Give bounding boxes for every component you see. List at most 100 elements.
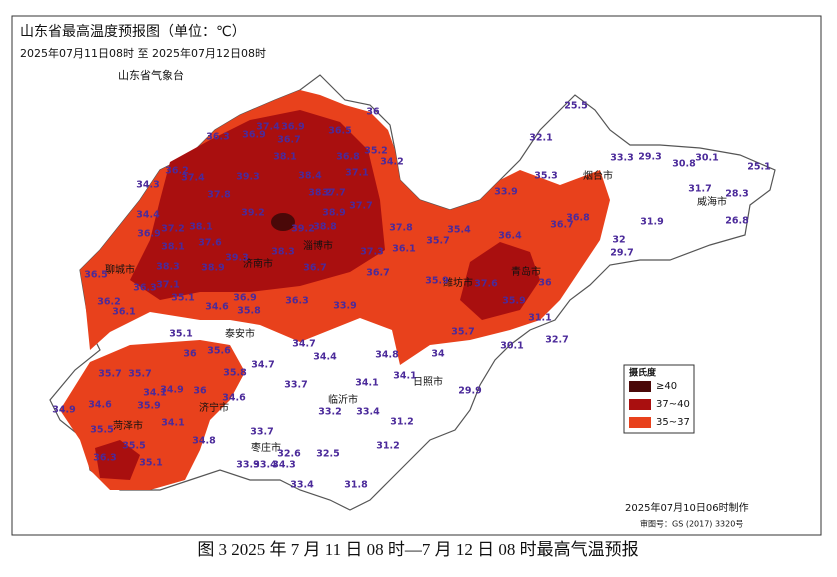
- station-value: 34.9: [160, 385, 183, 396]
- station-value: 38.2: [308, 188, 331, 199]
- station-value: 33.2: [318, 407, 341, 418]
- station-value: 35.6: [207, 346, 231, 357]
- station-value: 33.7: [284, 380, 307, 391]
- station-value: 32.1: [529, 133, 552, 144]
- city-label: 济南市: [243, 257, 273, 270]
- station-value: 35.7: [426, 236, 449, 247]
- station-value: 35.8: [237, 306, 261, 317]
- station-value: 37.6: [474, 279, 498, 290]
- zone-37-40: [130, 110, 385, 300]
- city-label: 烟台市: [583, 169, 613, 182]
- station-value: 38.1: [189, 222, 212, 233]
- station-value: 35.1: [171, 293, 194, 304]
- caption: 图 3 2025 年 7 月 11 日 08 时—7 月 12 日 08 时最高…: [197, 540, 638, 559]
- legend-label: ≥40: [656, 381, 677, 392]
- station-value: 34.3: [272, 460, 295, 471]
- station-value: 25.5: [564, 101, 587, 112]
- station-value: 26.8: [725, 216, 749, 227]
- station-value: 36.2: [97, 297, 120, 308]
- station-value: 37.7: [349, 201, 372, 212]
- agency: 山东省气象台: [118, 68, 184, 82]
- station-value: 32.7: [545, 335, 568, 346]
- station-value: 35.1: [139, 458, 162, 469]
- station-value: 32.6: [277, 449, 301, 460]
- station-value: 36.3: [285, 296, 308, 307]
- legend-swatch: [629, 381, 651, 392]
- station-value: 34.6: [88, 400, 112, 411]
- station-value: 34.1: [161, 418, 184, 429]
- station-value: 36: [538, 278, 552, 289]
- station-value: 29.9: [458, 386, 481, 397]
- station-value: 34.4: [313, 352, 337, 363]
- station-value: 38.9: [201, 263, 224, 274]
- city-label: 济宁市: [199, 401, 229, 414]
- station-value: 36.3: [93, 453, 116, 464]
- legend-label: 35~37: [656, 417, 690, 428]
- zone-40: [271, 213, 295, 231]
- station-value: 35.9: [425, 276, 448, 287]
- station-value: 35.7: [98, 369, 121, 380]
- station-value: 38.1: [161, 242, 184, 253]
- station-value: 37.8: [207, 190, 231, 201]
- station-value: 37.7: [322, 188, 345, 199]
- station-value: 36.4: [498, 231, 522, 242]
- station-value: 33.9: [333, 301, 356, 312]
- station-value: 37.4: [256, 122, 280, 133]
- station-value: 35.7: [451, 327, 474, 338]
- station-value: 36.9: [137, 229, 160, 240]
- station-value: 30.8: [672, 159, 696, 170]
- station-value: 37.2: [161, 224, 184, 235]
- station-value: 36.5: [84, 270, 107, 281]
- legend-items: ≥40 37~40 35~37: [629, 381, 690, 428]
- station-value: 36.3: [206, 132, 229, 143]
- station-value: 37.1: [156, 280, 179, 291]
- station-value: 29.7: [610, 248, 633, 259]
- legend-label: 37~40: [656, 399, 690, 410]
- station-value: 33.4: [356, 407, 380, 418]
- station-value: 34.7: [292, 339, 315, 350]
- station-value: 36.8: [566, 213, 590, 224]
- approval-number: 审图号：GS (2017) 3320号: [640, 519, 743, 529]
- station-value: 36: [366, 107, 380, 118]
- station-value: 34.2: [380, 157, 403, 168]
- station-value: 36.7: [366, 268, 389, 279]
- station-value: 34.1: [393, 371, 416, 382]
- city-label: 潍坊市: [443, 276, 473, 289]
- station-value: 34.1: [143, 388, 166, 399]
- station-value: 34.8: [192, 436, 216, 447]
- station-value: 34.6: [205, 302, 229, 313]
- station-value: 36.7: [277, 135, 300, 146]
- station-value: 33.4: [253, 460, 277, 471]
- station-value: 35.2: [364, 146, 387, 157]
- city-label: 菏泽市: [113, 419, 143, 432]
- station-value: 37.6: [198, 238, 222, 249]
- city-label: 临沂市: [328, 393, 358, 406]
- city-label: 淄博市: [303, 239, 333, 252]
- station-value: 38.3: [156, 262, 179, 273]
- station-value: 31.9: [640, 217, 663, 228]
- city-label: 聊城市: [105, 263, 135, 276]
- station-value: 28.3: [725, 189, 748, 200]
- station-value: 36.9: [281, 122, 304, 133]
- station-value: 34.9: [52, 405, 75, 416]
- station-value: 36.1: [392, 244, 415, 255]
- station-value: 31.8: [344, 480, 368, 491]
- station-value: 39.3: [225, 253, 248, 264]
- city-label: 威海市: [697, 195, 727, 208]
- station-value: 36.3: [133, 283, 156, 294]
- station-value: 35.5: [122, 441, 145, 452]
- station-value: 35.4: [447, 225, 471, 236]
- station-value: 39.2: [291, 224, 314, 235]
- station-value: 36.5: [328, 126, 351, 137]
- station-value: 34.6: [222, 393, 246, 404]
- station-value: 35.3: [534, 171, 557, 182]
- station-value: 38.3: [271, 247, 294, 258]
- station-value: 30.1: [500, 341, 523, 352]
- city-label: 青岛市: [511, 265, 541, 278]
- station-value: 34.7: [251, 360, 274, 371]
- legend-swatch: [629, 399, 651, 410]
